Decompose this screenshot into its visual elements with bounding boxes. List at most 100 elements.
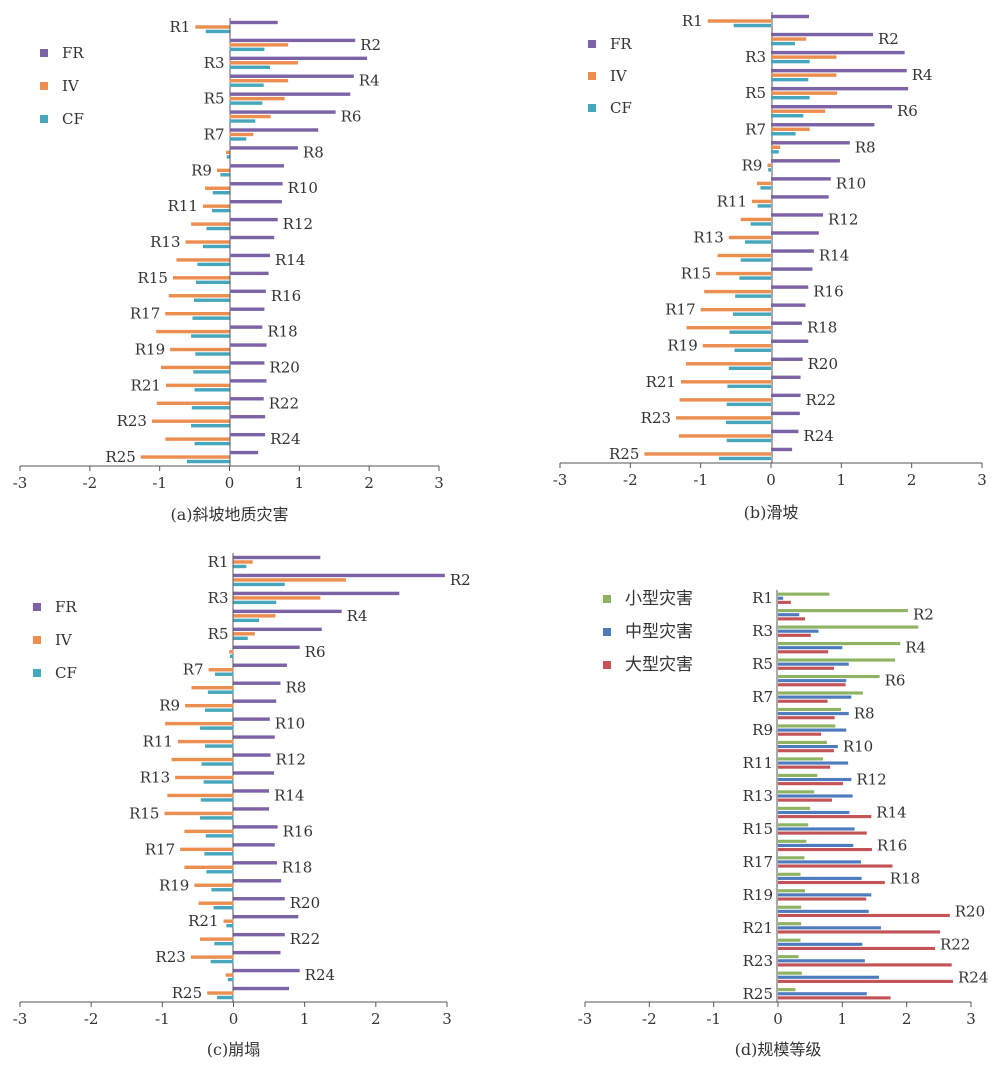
bar-r22-3 [778,946,935,951]
category-label-r6: R6 [341,108,362,126]
bar-r10-3 [778,749,834,753]
category-label-r17: R17 [665,301,695,319]
legend-swatch-1 [603,595,611,603]
legend-label-3: CF [62,110,84,128]
category-label-r21: R21 [743,919,773,937]
bar-r18-3 [778,880,885,885]
bar-r19-2 [702,344,771,348]
bar-r22-2 [200,937,234,941]
bar-r24-1 [778,971,802,975]
category-label-r13: R13 [693,229,723,247]
bar-r3-2 [771,55,837,59]
bar-r4-3 [771,77,809,82]
bar-r14-3 [200,798,234,802]
bar-r22-3 [191,406,230,410]
bar-r4-2 [778,646,843,650]
bar-r14-2 [176,258,230,262]
bar-r22-1 [771,393,801,398]
category-label-r10: R10 [836,174,866,192]
panel-title: (d)规模等级 [735,1040,822,1059]
x-tick-label: 3 [442,1010,452,1028]
category-label-r15: R15 [743,820,773,838]
bar-r4-1 [229,74,354,78]
category-label-r10: R10 [843,738,873,756]
bar-r9-1 [233,699,277,703]
category-label-r19: R19 [743,886,773,904]
bar-r10-1 [233,717,270,721]
x-tick-label: -3 [578,1010,593,1028]
bar-r4-1 [233,609,342,614]
bar-r24-3 [726,438,771,443]
bar-r15-1 [233,807,270,811]
bar-r20-2 [161,365,230,370]
bar-r6-1 [771,104,892,109]
legend-label-3: CF [55,664,77,682]
x-tick-label: -1 [152,474,167,492]
bar-r17-1 [233,843,275,847]
bar-r1-3 [778,600,791,604]
category-label-r25: R25 [609,445,639,463]
bar-r9-1 [229,164,284,168]
bar-r23-1 [771,411,800,416]
bar-r3-2 [233,596,321,600]
legend-swatch-1 [40,49,48,57]
bar-r7-3 [229,137,247,141]
legend-swatch-3 [33,669,41,677]
category-label-r13: R13 [140,769,170,787]
bar-r25-2 [207,991,234,995]
category-label-r16: R16 [877,836,907,854]
bar-r16-2 [704,289,771,294]
bar-r12-3 [750,222,771,226]
bar-r11-1 [778,757,824,761]
bar-r14-3 [197,262,230,267]
bar-r23-3 [725,420,771,425]
x-tick-label: 3 [434,474,444,492]
bar-r13-3 [203,780,234,784]
bar-r8-2 [771,145,781,150]
bar-r5-1 [778,658,896,662]
bar-r4-3 [233,618,260,623]
bar-r8-1 [233,681,281,685]
bar-r20-3 [213,906,234,910]
bar-r14-3 [778,815,872,819]
category-label-r14: R14 [274,786,304,804]
category-label-r7: R7 [183,661,204,679]
bar-r18-2 [686,325,771,330]
bar-r3-1 [229,56,368,61]
legend-label-2: IV [610,67,628,85]
x-tick-label: 3 [966,1010,976,1028]
bar-r19-1 [233,879,282,883]
x-tick-label: -1 [706,1010,721,1028]
category-label-r23: R23 [743,952,773,970]
bar-r15-3 [200,816,234,820]
category-label-r7: R7 [204,125,225,143]
bar-r3-1 [233,591,400,596]
bar-r2-3 [778,617,806,621]
bar-r5-1 [229,92,351,96]
bar-r18-3 [191,334,230,338]
legend-label-2: 中型灾害 [625,622,693,642]
category-label-r11: R11 [717,192,747,210]
bar-r13-3 [202,244,230,249]
x-tick-label: -2 [84,1010,99,1028]
bar-r9-2 [185,703,234,708]
bar-r12-3 [201,762,234,766]
bar-r2-1 [778,609,908,613]
bar-r3-2 [229,61,298,65]
bar-r8-2 [778,712,849,716]
bar-r19-1 [229,343,267,347]
bar-r13-1 [229,235,275,240]
bar-r11-2 [752,199,771,204]
bar-r11-3 [757,204,771,208]
category-label-r12: R12 [856,771,886,789]
bar-r22-1 [778,938,801,942]
bar-r15-2 [778,827,855,831]
bar-r1-1 [778,592,830,596]
bar-r4-2 [233,614,276,618]
bar-r23-3 [778,963,952,967]
bar-r25-3 [186,459,230,464]
x-tick-label: 1 [295,474,305,492]
bar-r2-2 [771,37,807,41]
category-label-r9: R9 [742,156,763,174]
bar-r2-3 [771,41,795,46]
